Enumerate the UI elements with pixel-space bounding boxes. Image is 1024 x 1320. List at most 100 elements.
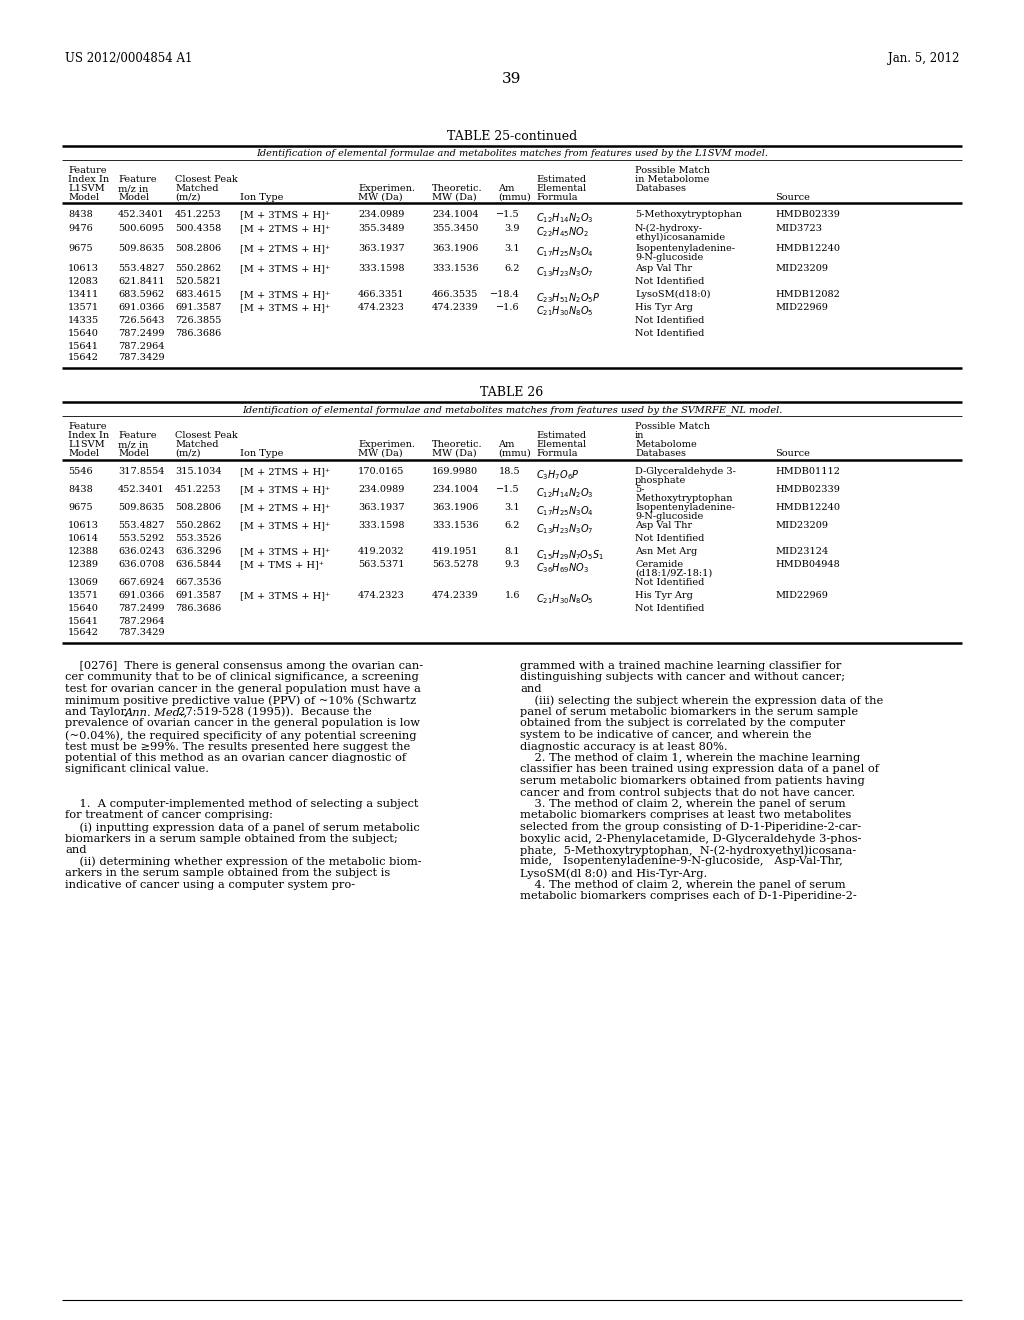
Text: 452.3401: 452.3401 (118, 210, 165, 219)
Text: 355.3450: 355.3450 (432, 224, 478, 234)
Text: TABLE 26: TABLE 26 (480, 385, 544, 399)
Text: MID22969: MID22969 (775, 591, 827, 601)
Text: 15641: 15641 (68, 616, 99, 626)
Text: 3.1: 3.1 (505, 244, 520, 253)
Text: Theoretic.: Theoretic. (432, 440, 482, 449)
Text: Feature: Feature (118, 176, 157, 183)
Text: −1.5: −1.5 (497, 484, 520, 494)
Text: 234.1004: 234.1004 (432, 210, 478, 219)
Text: 6.2: 6.2 (505, 521, 520, 531)
Text: Not Identified: Not Identified (635, 578, 705, 587)
Text: MID22969: MID22969 (775, 304, 827, 312)
Text: 2. The method of claim 1, wherein the machine learning: 2. The method of claim 1, wherein the ma… (520, 752, 860, 763)
Text: [M + 3TMS + H]⁺: [M + 3TMS + H]⁺ (240, 304, 331, 312)
Text: [M + 3TMS + H]⁺: [M + 3TMS + H]⁺ (240, 484, 331, 494)
Text: $C_{15}H_{29}N_7O_5S_1$: $C_{15}H_{29}N_7O_5S_1$ (536, 548, 604, 562)
Text: grammed with a trained machine learning classifier for: grammed with a trained machine learning … (520, 661, 842, 671)
Text: 15642: 15642 (68, 352, 99, 362)
Text: Databases: Databases (635, 449, 686, 458)
Text: 18.5: 18.5 (499, 467, 520, 477)
Text: MW (Da): MW (Da) (358, 449, 402, 458)
Text: Model: Model (118, 193, 150, 202)
Text: $C_{12}H_{14}N_2O_3$: $C_{12}H_{14}N_2O_3$ (536, 211, 594, 224)
Text: 10613: 10613 (68, 521, 99, 531)
Text: −1.5: −1.5 (497, 210, 520, 219)
Text: 466.3535: 466.3535 (432, 290, 478, 300)
Text: boxylic acid, 2-Phenylacetamide, D-Glyceraldehyde 3-phos-: boxylic acid, 2-Phenylacetamide, D-Glyce… (520, 833, 861, 843)
Text: and: and (520, 684, 542, 694)
Text: His Tyr Arg: His Tyr Arg (635, 591, 693, 601)
Text: 6.2: 6.2 (505, 264, 520, 273)
Text: and: and (65, 845, 86, 855)
Text: 691.0366: 691.0366 (118, 304, 164, 312)
Text: 636.5844: 636.5844 (175, 560, 221, 569)
Text: Not Identified: Not Identified (635, 277, 705, 286)
Text: Feature: Feature (68, 422, 106, 432)
Text: 786.3686: 786.3686 (175, 605, 221, 612)
Text: test for ovarian cancer in the general population must have a: test for ovarian cancer in the general p… (65, 684, 421, 694)
Text: [M + 2TMS + H]⁺: [M + 2TMS + H]⁺ (240, 467, 331, 477)
Text: 786.3686: 786.3686 (175, 329, 221, 338)
Text: classifier has been trained using expression data of a panel of: classifier has been trained using expres… (520, 764, 879, 775)
Text: [0276]  There is general consensus among the ovarian can-: [0276] There is general consensus among … (65, 661, 423, 671)
Text: $C_{21}H_{30}N_8O_5$: $C_{21}H_{30}N_8O_5$ (536, 304, 594, 318)
Text: 169.9980: 169.9980 (432, 467, 478, 477)
Text: 9476: 9476 (68, 224, 93, 234)
Text: phate,  5-Methoxytryptophan,  N-(2-hydroxyethyl)icosana-: phate, 5-Methoxytryptophan, N-(2-hydroxy… (520, 845, 856, 855)
Text: MID23209: MID23209 (775, 264, 828, 273)
Text: 787.2499: 787.2499 (118, 605, 165, 612)
Text: mide,   Isopentenyladenine-9-N-glucoside,   Asp-Val-Thr,: mide, Isopentenyladenine-9-N-glucoside, … (520, 857, 843, 866)
Text: Elemental: Elemental (536, 183, 586, 193)
Text: Asp Val Thr: Asp Val Thr (635, 521, 692, 531)
Text: selected from the group consisting of D-1-Piperidine-2-car-: selected from the group consisting of D-… (520, 822, 861, 832)
Text: 9.3: 9.3 (505, 560, 520, 569)
Text: $C_{13}H_{23}N_3O_7$: $C_{13}H_{23}N_3O_7$ (536, 521, 594, 536)
Text: 12083: 12083 (68, 277, 99, 286)
Text: Possible Match: Possible Match (635, 166, 710, 176)
Text: 474.2323: 474.2323 (358, 304, 404, 312)
Text: His Tyr Arg: His Tyr Arg (635, 304, 693, 312)
Text: 15642: 15642 (68, 628, 99, 638)
Text: 317.8554: 317.8554 (118, 467, 165, 477)
Text: m/z in: m/z in (118, 183, 148, 193)
Text: (mmu): (mmu) (498, 449, 530, 458)
Text: system to be indicative of cancer, and wherein the: system to be indicative of cancer, and w… (520, 730, 811, 741)
Text: Model: Model (68, 449, 99, 458)
Text: 315.1034: 315.1034 (175, 467, 221, 477)
Text: cancer and from control subjects that do not have cancer.: cancer and from control subjects that do… (520, 788, 855, 797)
Text: MID3723: MID3723 (775, 224, 822, 234)
Text: phosphate: phosphate (635, 477, 686, 484)
Text: 8438: 8438 (68, 484, 93, 494)
Text: 39: 39 (503, 73, 521, 86)
Text: [M + 3TMS + H]⁺: [M + 3TMS + H]⁺ (240, 546, 331, 556)
Text: $C_3H_7O_6P$: $C_3H_7O_6P$ (536, 469, 580, 482)
Text: Not Identified: Not Identified (635, 535, 705, 543)
Text: Asp Val Thr: Asp Val Thr (635, 264, 692, 273)
Text: [M + 3TMS + H]⁺: [M + 3TMS + H]⁺ (240, 210, 331, 219)
Text: Ion Type: Ion Type (240, 449, 284, 458)
Text: 8438: 8438 (68, 210, 93, 219)
Text: 333.1598: 333.1598 (358, 521, 404, 531)
Text: Formula: Formula (536, 449, 578, 458)
Text: HMDB01112: HMDB01112 (775, 467, 840, 477)
Text: $C_{17}H_{25}N_3O_4$: $C_{17}H_{25}N_3O_4$ (536, 504, 594, 517)
Text: 500.6095: 500.6095 (118, 224, 164, 234)
Text: 621.8411: 621.8411 (118, 277, 165, 286)
Text: TABLE 25-continued: TABLE 25-continued (446, 129, 578, 143)
Text: HMDB02339: HMDB02339 (775, 210, 840, 219)
Text: 726.3855: 726.3855 (175, 315, 221, 325)
Text: 9675: 9675 (68, 244, 92, 253)
Text: LysoSM(d18:0): LysoSM(d18:0) (635, 290, 711, 300)
Text: HMDB12082: HMDB12082 (775, 290, 840, 300)
Text: minimum positive predictive value (PPV) of ~10% (Schwartz: minimum positive predictive value (PPV) … (65, 696, 416, 706)
Text: $C_{21}H_{30}N_8O_5$: $C_{21}H_{30}N_8O_5$ (536, 591, 594, 606)
Text: 12388: 12388 (68, 546, 99, 556)
Text: prevalence of ovarian cancer in the general population is low: prevalence of ovarian cancer in the gene… (65, 718, 420, 729)
Text: MW (Da): MW (Da) (432, 449, 476, 458)
Text: 3.1: 3.1 (505, 503, 520, 512)
Text: LysoSM(dl 8:0) and His-Tyr-Arg.: LysoSM(dl 8:0) and His-Tyr-Arg. (520, 869, 708, 879)
Text: (mmu): (mmu) (498, 193, 530, 202)
Text: 787.2499: 787.2499 (118, 329, 165, 338)
Text: Elemental: Elemental (536, 440, 586, 449)
Text: in Metabolome: in Metabolome (635, 176, 710, 183)
